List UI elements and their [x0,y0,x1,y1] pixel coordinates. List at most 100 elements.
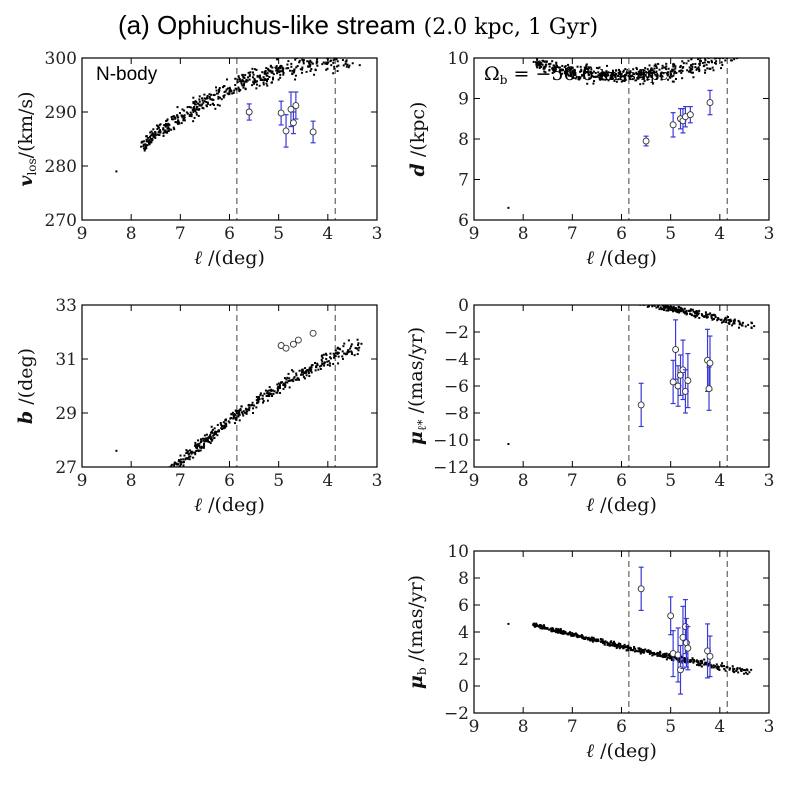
model-point [147,141,150,144]
model-point [630,649,633,652]
model-point [596,290,598,292]
model-point [641,301,643,303]
model-point [302,59,305,62]
model-point [192,120,195,123]
model-point [224,426,227,429]
model-point [269,70,272,73]
model-point [637,77,640,80]
model-point [199,438,202,441]
model-point [148,138,151,141]
model-point [235,410,238,413]
model-point [259,392,262,395]
model-point [737,671,740,674]
model-point [188,456,191,459]
model-point [210,439,213,442]
model-point [241,412,244,415]
model-point [705,313,708,316]
model-point [582,288,584,290]
model-point [177,121,180,124]
model-point [253,79,256,82]
model-point [347,349,350,352]
model-point [647,305,650,308]
model-point [294,56,296,58]
model-point [194,444,197,447]
model-point [596,291,598,293]
y-tick-label: 300 [45,49,77,69]
model-point [574,77,577,80]
model-point [732,320,735,323]
model-point [595,75,598,78]
model-point [152,486,154,488]
model-point [724,59,727,62]
model-point [197,444,200,447]
model-point [549,283,551,285]
model-point [309,63,312,66]
model-point [536,277,538,279]
model-point [182,118,185,121]
model-point [670,656,673,659]
model-point [540,624,543,627]
x-axis-label-pml: ℓ /(deg) [586,494,657,516]
model-point [214,107,217,110]
model-point [183,119,186,122]
model-point [667,306,670,309]
model-point [247,76,250,79]
model-point [618,647,621,650]
model-point [732,667,735,670]
model-point [553,282,555,284]
model-point [261,71,264,74]
y-tick-label: −2 [444,323,469,343]
model-point [617,78,620,81]
model-point [301,58,304,61]
model-point [195,449,198,452]
model-point [614,69,617,72]
model-point [209,98,212,101]
model-point [618,642,621,645]
model-point [629,78,632,81]
model-point [532,278,534,280]
model-point [548,281,550,283]
model-point [345,65,348,68]
model-point [234,77,237,80]
model-point [310,61,313,64]
model-point [278,384,281,387]
model-point [551,282,553,284]
model-point [185,111,188,114]
model-point [553,69,556,72]
model-point [600,295,602,297]
model-point [693,315,696,318]
model-point [287,67,290,70]
model-point [697,662,700,665]
model-point [556,66,559,69]
model-point [353,354,356,357]
model-point [557,631,560,634]
model-point [540,282,542,284]
model-point [567,68,570,71]
model-point [547,283,549,285]
model-point [538,281,540,283]
model-point [143,496,145,498]
model-point [692,661,695,664]
model-point [543,282,545,284]
model-point [556,283,558,285]
model-point [689,659,692,662]
model-point [196,106,199,109]
model-point [165,476,167,478]
model-point [720,67,723,70]
model-point [709,664,712,667]
model-point [589,293,591,295]
model-point [301,71,304,74]
model-point [280,65,283,68]
model-point [305,374,308,377]
model-point [710,666,713,669]
model-point [225,425,228,428]
model-point [262,399,265,402]
model-point [632,649,635,652]
model-point [277,69,280,72]
model-point [232,91,235,94]
model-point [166,123,169,126]
model-point [614,294,616,296]
model-point [305,70,308,73]
model-point [276,388,279,391]
model-point [603,292,605,294]
